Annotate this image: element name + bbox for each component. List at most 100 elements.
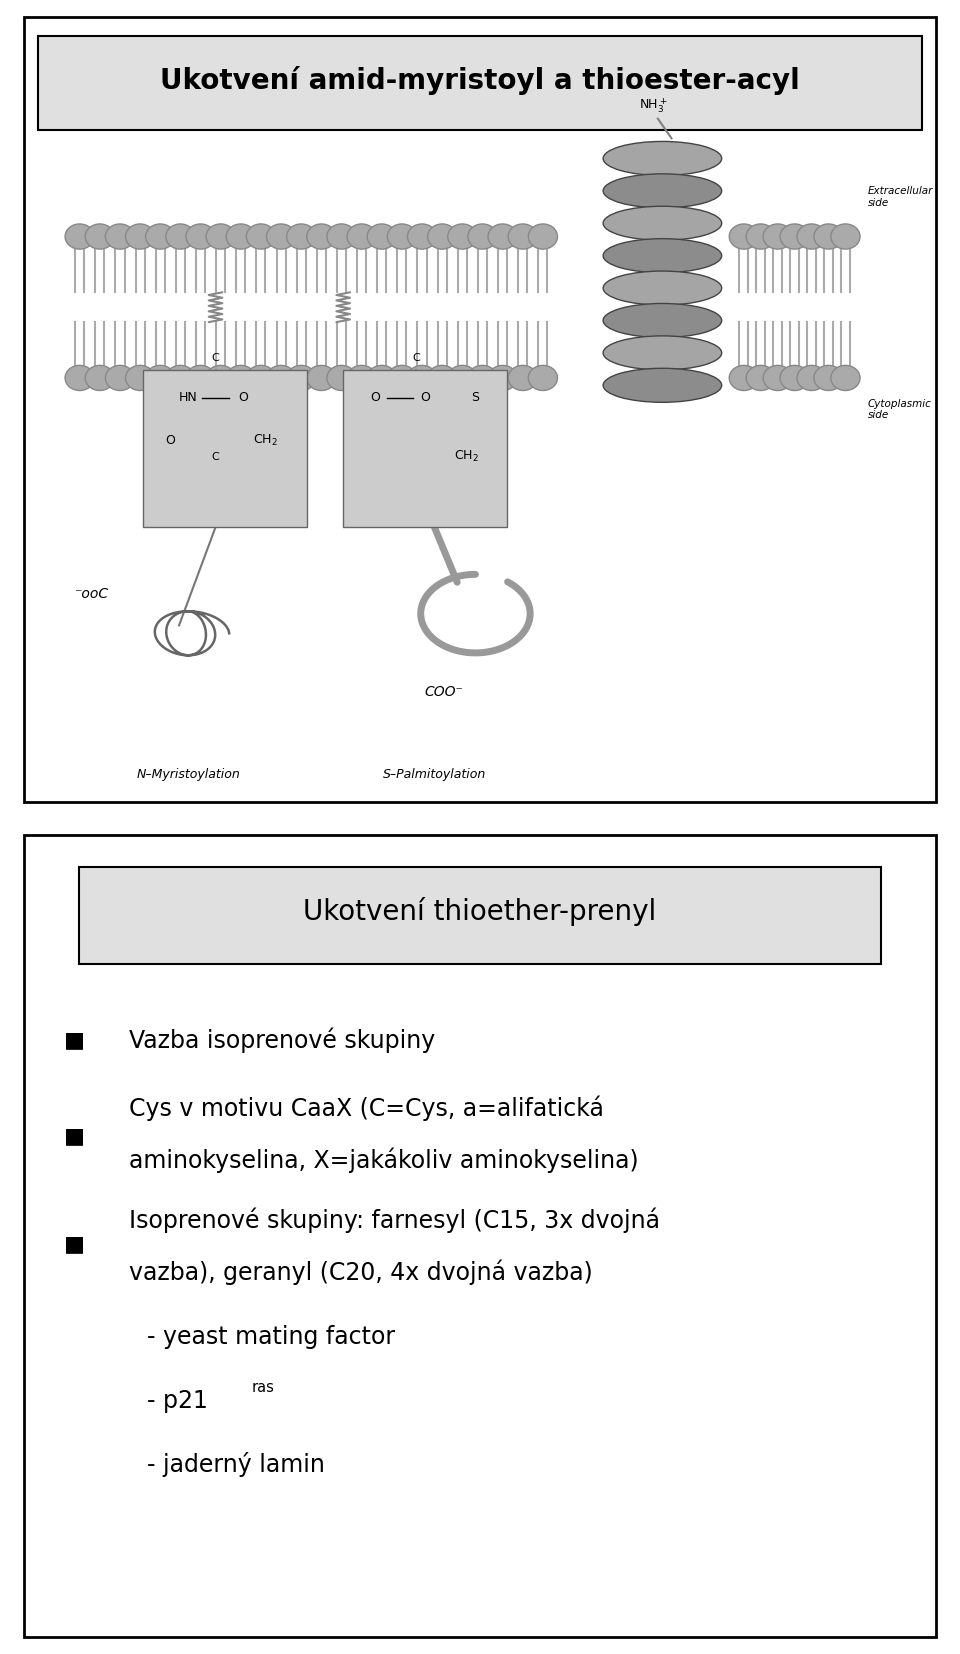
Circle shape — [830, 223, 860, 250]
Circle shape — [387, 223, 417, 250]
Circle shape — [468, 366, 497, 390]
Circle shape — [227, 366, 255, 390]
Circle shape — [247, 223, 276, 250]
Text: ras: ras — [252, 1379, 275, 1394]
Circle shape — [186, 366, 215, 390]
Circle shape — [488, 366, 517, 390]
FancyBboxPatch shape — [24, 17, 936, 802]
Text: S: S — [471, 390, 479, 404]
Circle shape — [746, 223, 776, 250]
Circle shape — [307, 366, 336, 390]
Circle shape — [387, 366, 417, 390]
Circle shape — [287, 366, 316, 390]
FancyBboxPatch shape — [79, 867, 881, 964]
Circle shape — [287, 223, 316, 250]
Circle shape — [814, 223, 843, 250]
Ellipse shape — [603, 174, 722, 208]
Circle shape — [407, 366, 437, 390]
Text: - p21: - p21 — [147, 1389, 208, 1413]
Ellipse shape — [603, 336, 722, 370]
Text: ⁻ooC: ⁻ooC — [74, 587, 108, 600]
Text: vazba), geranyl (C20, 4x dvojná vazba): vazba), geranyl (C20, 4x dvojná vazba) — [129, 1260, 592, 1285]
Circle shape — [166, 223, 195, 250]
Text: C: C — [211, 354, 220, 364]
Circle shape — [797, 223, 827, 250]
Circle shape — [267, 366, 296, 390]
Text: ■: ■ — [63, 1030, 84, 1050]
Circle shape — [106, 223, 134, 250]
Text: O: O — [420, 390, 430, 404]
Circle shape — [488, 223, 517, 250]
Text: aminokyselina, X=jakákoliv aminokyselina): aminokyselina, X=jakákoliv aminokyselina… — [129, 1148, 638, 1173]
Circle shape — [106, 366, 134, 390]
Text: O: O — [371, 390, 380, 404]
FancyBboxPatch shape — [24, 835, 936, 1637]
Circle shape — [508, 223, 538, 250]
Circle shape — [814, 366, 843, 390]
Text: Cytoplasmic
side: Cytoplasmic side — [868, 399, 931, 420]
Text: Vazba isoprenové skupiny: Vazba isoprenové skupiny — [129, 1027, 435, 1052]
Circle shape — [528, 223, 558, 250]
Circle shape — [730, 223, 758, 250]
Ellipse shape — [603, 207, 722, 240]
Circle shape — [126, 223, 155, 250]
FancyBboxPatch shape — [37, 36, 923, 131]
Ellipse shape — [603, 369, 722, 402]
Text: CH$_2$: CH$_2$ — [253, 433, 278, 448]
Circle shape — [247, 366, 276, 390]
Text: ■: ■ — [63, 1126, 84, 1146]
Circle shape — [347, 366, 376, 390]
Text: O: O — [165, 435, 175, 447]
Circle shape — [763, 366, 792, 390]
Circle shape — [407, 223, 437, 250]
Circle shape — [528, 366, 558, 390]
Circle shape — [730, 366, 758, 390]
Circle shape — [780, 366, 809, 390]
Circle shape — [126, 366, 155, 390]
Text: Ukotvení thioether-prenyl: Ukotvení thioether-prenyl — [303, 896, 657, 926]
Circle shape — [166, 366, 195, 390]
Text: HN: HN — [179, 390, 198, 404]
Circle shape — [146, 223, 175, 250]
Circle shape — [206, 223, 235, 250]
Text: C: C — [211, 452, 220, 461]
Text: ■: ■ — [63, 1234, 84, 1254]
Ellipse shape — [603, 303, 722, 337]
Ellipse shape — [603, 271, 722, 304]
Circle shape — [763, 223, 792, 250]
Text: CH$_2$: CH$_2$ — [454, 448, 479, 465]
Circle shape — [367, 366, 396, 390]
Circle shape — [65, 223, 94, 250]
Circle shape — [447, 366, 477, 390]
Circle shape — [65, 366, 94, 390]
Text: S–Palmitoylation: S–Palmitoylation — [383, 767, 486, 781]
Text: COO⁻: COO⁻ — [424, 685, 463, 700]
Circle shape — [347, 223, 376, 250]
Ellipse shape — [603, 142, 722, 175]
Circle shape — [746, 366, 776, 390]
Circle shape — [427, 223, 457, 250]
Circle shape — [797, 366, 827, 390]
Ellipse shape — [603, 238, 722, 273]
Circle shape — [85, 366, 114, 390]
FancyBboxPatch shape — [344, 370, 507, 528]
Circle shape — [327, 223, 356, 250]
Circle shape — [447, 223, 477, 250]
Circle shape — [427, 366, 457, 390]
Text: Cys v motivu CaaX (C=Cys, a=alifatická: Cys v motivu CaaX (C=Cys, a=alifatická — [129, 1095, 604, 1121]
Circle shape — [367, 223, 396, 250]
Circle shape — [227, 223, 255, 250]
Text: NH$_3^+$: NH$_3^+$ — [639, 96, 667, 114]
Circle shape — [186, 223, 215, 250]
Text: Ukotvení amid-myristoyl a thioester-acyl: Ukotvení amid-myristoyl a thioester-acyl — [160, 66, 800, 96]
Circle shape — [780, 223, 809, 250]
Circle shape — [146, 366, 175, 390]
Circle shape — [508, 366, 538, 390]
Circle shape — [206, 366, 235, 390]
Circle shape — [327, 366, 356, 390]
Text: - jaderný lamin: - jaderný lamin — [147, 1452, 325, 1477]
Circle shape — [85, 223, 114, 250]
Circle shape — [307, 223, 336, 250]
Circle shape — [830, 366, 860, 390]
Text: Isoprenové skupiny: farnesyl (C15, 3x dvojná: Isoprenové skupiny: farnesyl (C15, 3x dv… — [129, 1207, 660, 1234]
